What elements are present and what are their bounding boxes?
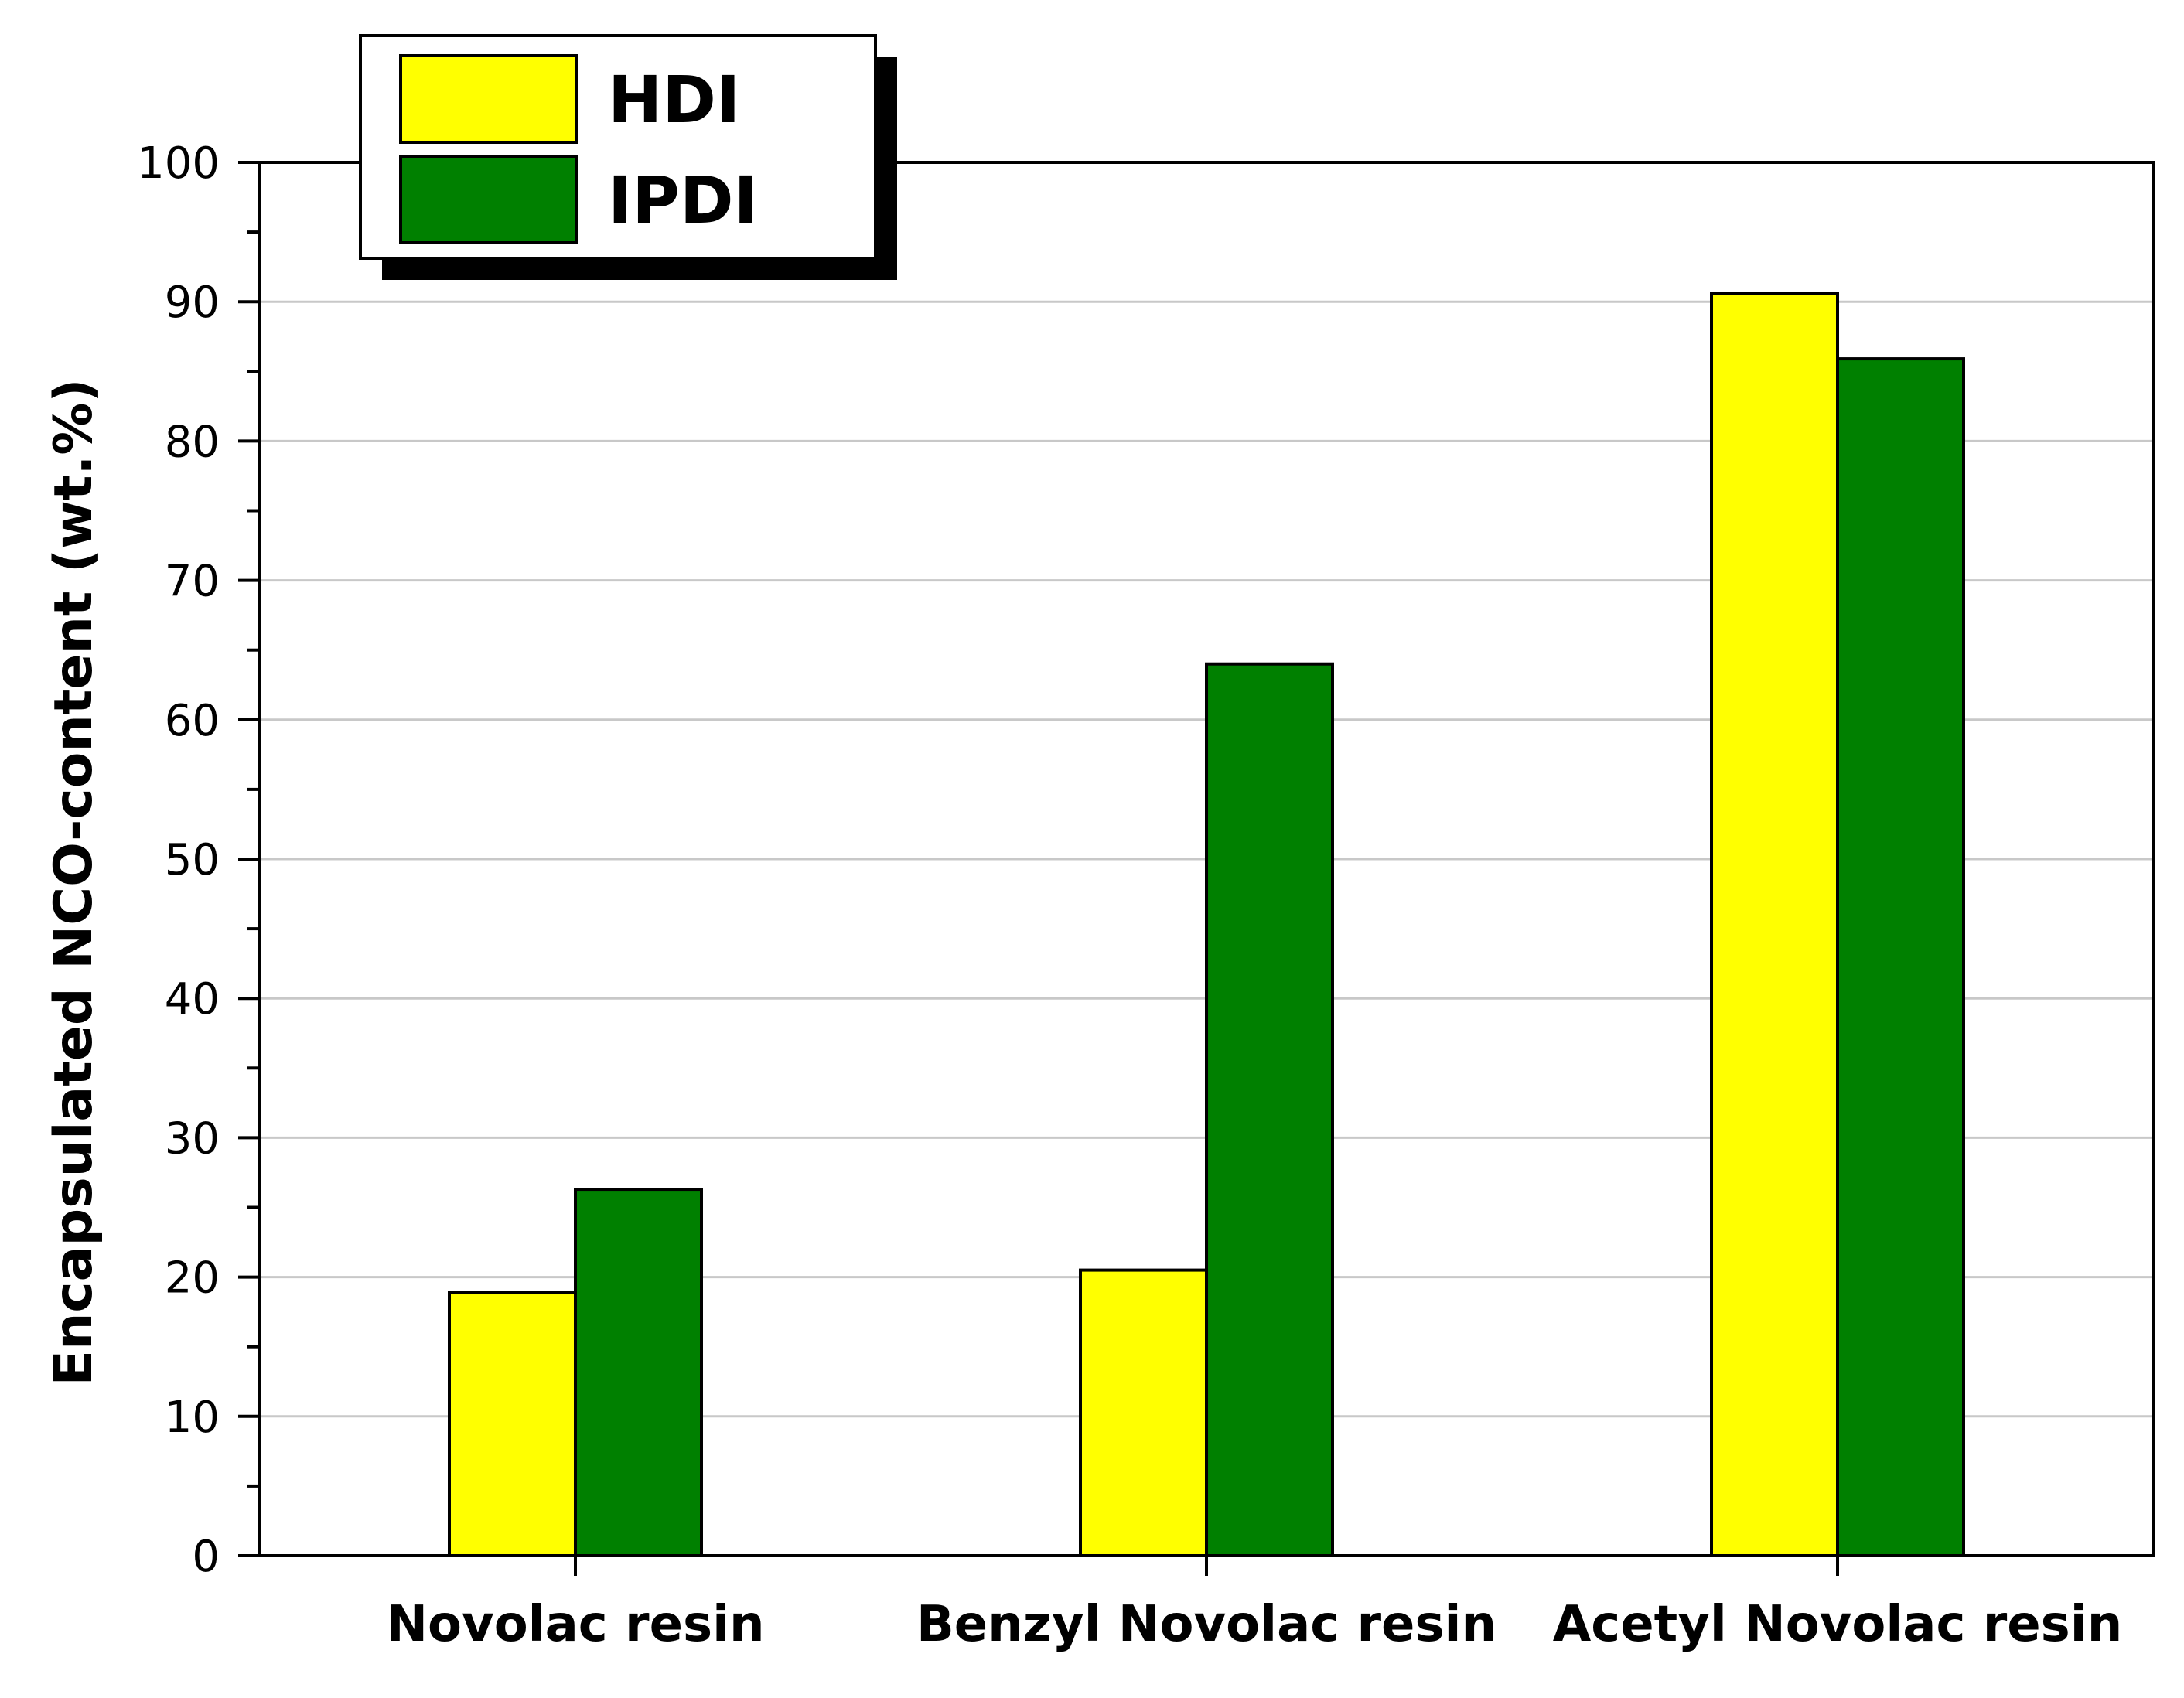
y-tick-label: 80 (165, 417, 220, 467)
bar-ipdi (1205, 662, 1334, 1557)
y-tick-label: 10 (165, 1393, 220, 1443)
x-category-label: Novolac resin (386, 1596, 764, 1653)
bar-hdi (1079, 1268, 1208, 1557)
y-tick-label: 60 (165, 696, 220, 746)
y-tick-label: 40 (165, 974, 220, 1025)
y-tick-label: 30 (165, 1113, 220, 1164)
legend-label-ipdi: IPDI (608, 162, 758, 238)
legend-swatch-hdi (399, 54, 578, 144)
y-tick-label: 50 (165, 835, 220, 885)
y-axis-title: Encapsulated NCO-content (wt.%) (43, 379, 104, 1386)
y-tick-label: 0 (192, 1532, 220, 1582)
bar-hdi (448, 1291, 577, 1557)
bar-hdi (1710, 292, 1839, 1558)
y-tick-label: 100 (137, 138, 220, 189)
y-tick-label: 20 (165, 1253, 220, 1304)
bar-ipdi (1836, 357, 1965, 1557)
legend-swatch-ipdi (399, 155, 578, 244)
legend-label-hdi: HDI (608, 62, 740, 138)
y-tick-label: 90 (165, 278, 220, 328)
bar-ipdi (574, 1188, 703, 1557)
y-tick-label: 70 (165, 557, 220, 607)
legend: HDI IPDI (359, 34, 897, 280)
axis-ticks (238, 161, 1839, 1576)
x-category-label: Benzyl Novolac resin (916, 1596, 1496, 1653)
x-category-label: Acetyl Novolac resin (1553, 1596, 2123, 1653)
bars (448, 292, 1965, 1558)
tick-labels: 0 10 20 30 40 50 60 70 80 90 100 Novolac resin Benzy… (137, 138, 2122, 1653)
